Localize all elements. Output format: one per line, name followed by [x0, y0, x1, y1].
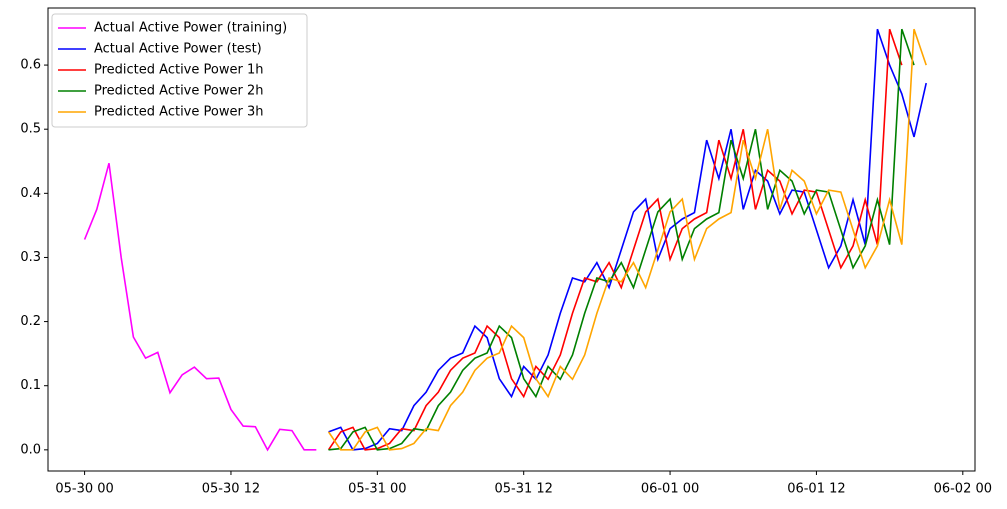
y-tick-label: 0.1 [20, 378, 41, 393]
legend-label: Predicted Active Power 3h [94, 105, 263, 120]
legend-label: Predicted Active Power 2h [94, 84, 263, 99]
x-tick-label: 05-31 00 [348, 482, 406, 497]
series-line [328, 28, 915, 451]
x-tick-label: 05-30 12 [202, 482, 260, 497]
y-tick-label: 0.0 [20, 442, 41, 457]
y-tick-label: 0.3 [20, 250, 41, 265]
series-line [327, 28, 903, 451]
series-line [327, 28, 927, 451]
x-tick-label: 05-31 12 [494, 482, 552, 497]
legend-label: Actual Active Power (training) [94, 21, 287, 36]
x-tick-label: 05-30 00 [55, 482, 113, 497]
y-tick-label: 0.2 [20, 314, 41, 329]
legend-label: Actual Active Power (test) [94, 42, 262, 57]
legend-box [51, 13, 308, 128]
y-tick-label: 0.4 [20, 186, 41, 201]
series-line [83, 162, 317, 452]
x-tick-label: 06-02 00 [934, 482, 992, 497]
x-tick-label: 06-01 00 [641, 482, 699, 497]
y-tick-label: 0.6 [20, 58, 41, 73]
x-tick-label: 06-01 12 [787, 482, 845, 497]
series-line [328, 28, 927, 451]
plot-frame [47, 7, 976, 472]
legend-label: Predicted Active Power 1h [94, 63, 263, 78]
y-tick-label: 0.5 [20, 122, 41, 137]
